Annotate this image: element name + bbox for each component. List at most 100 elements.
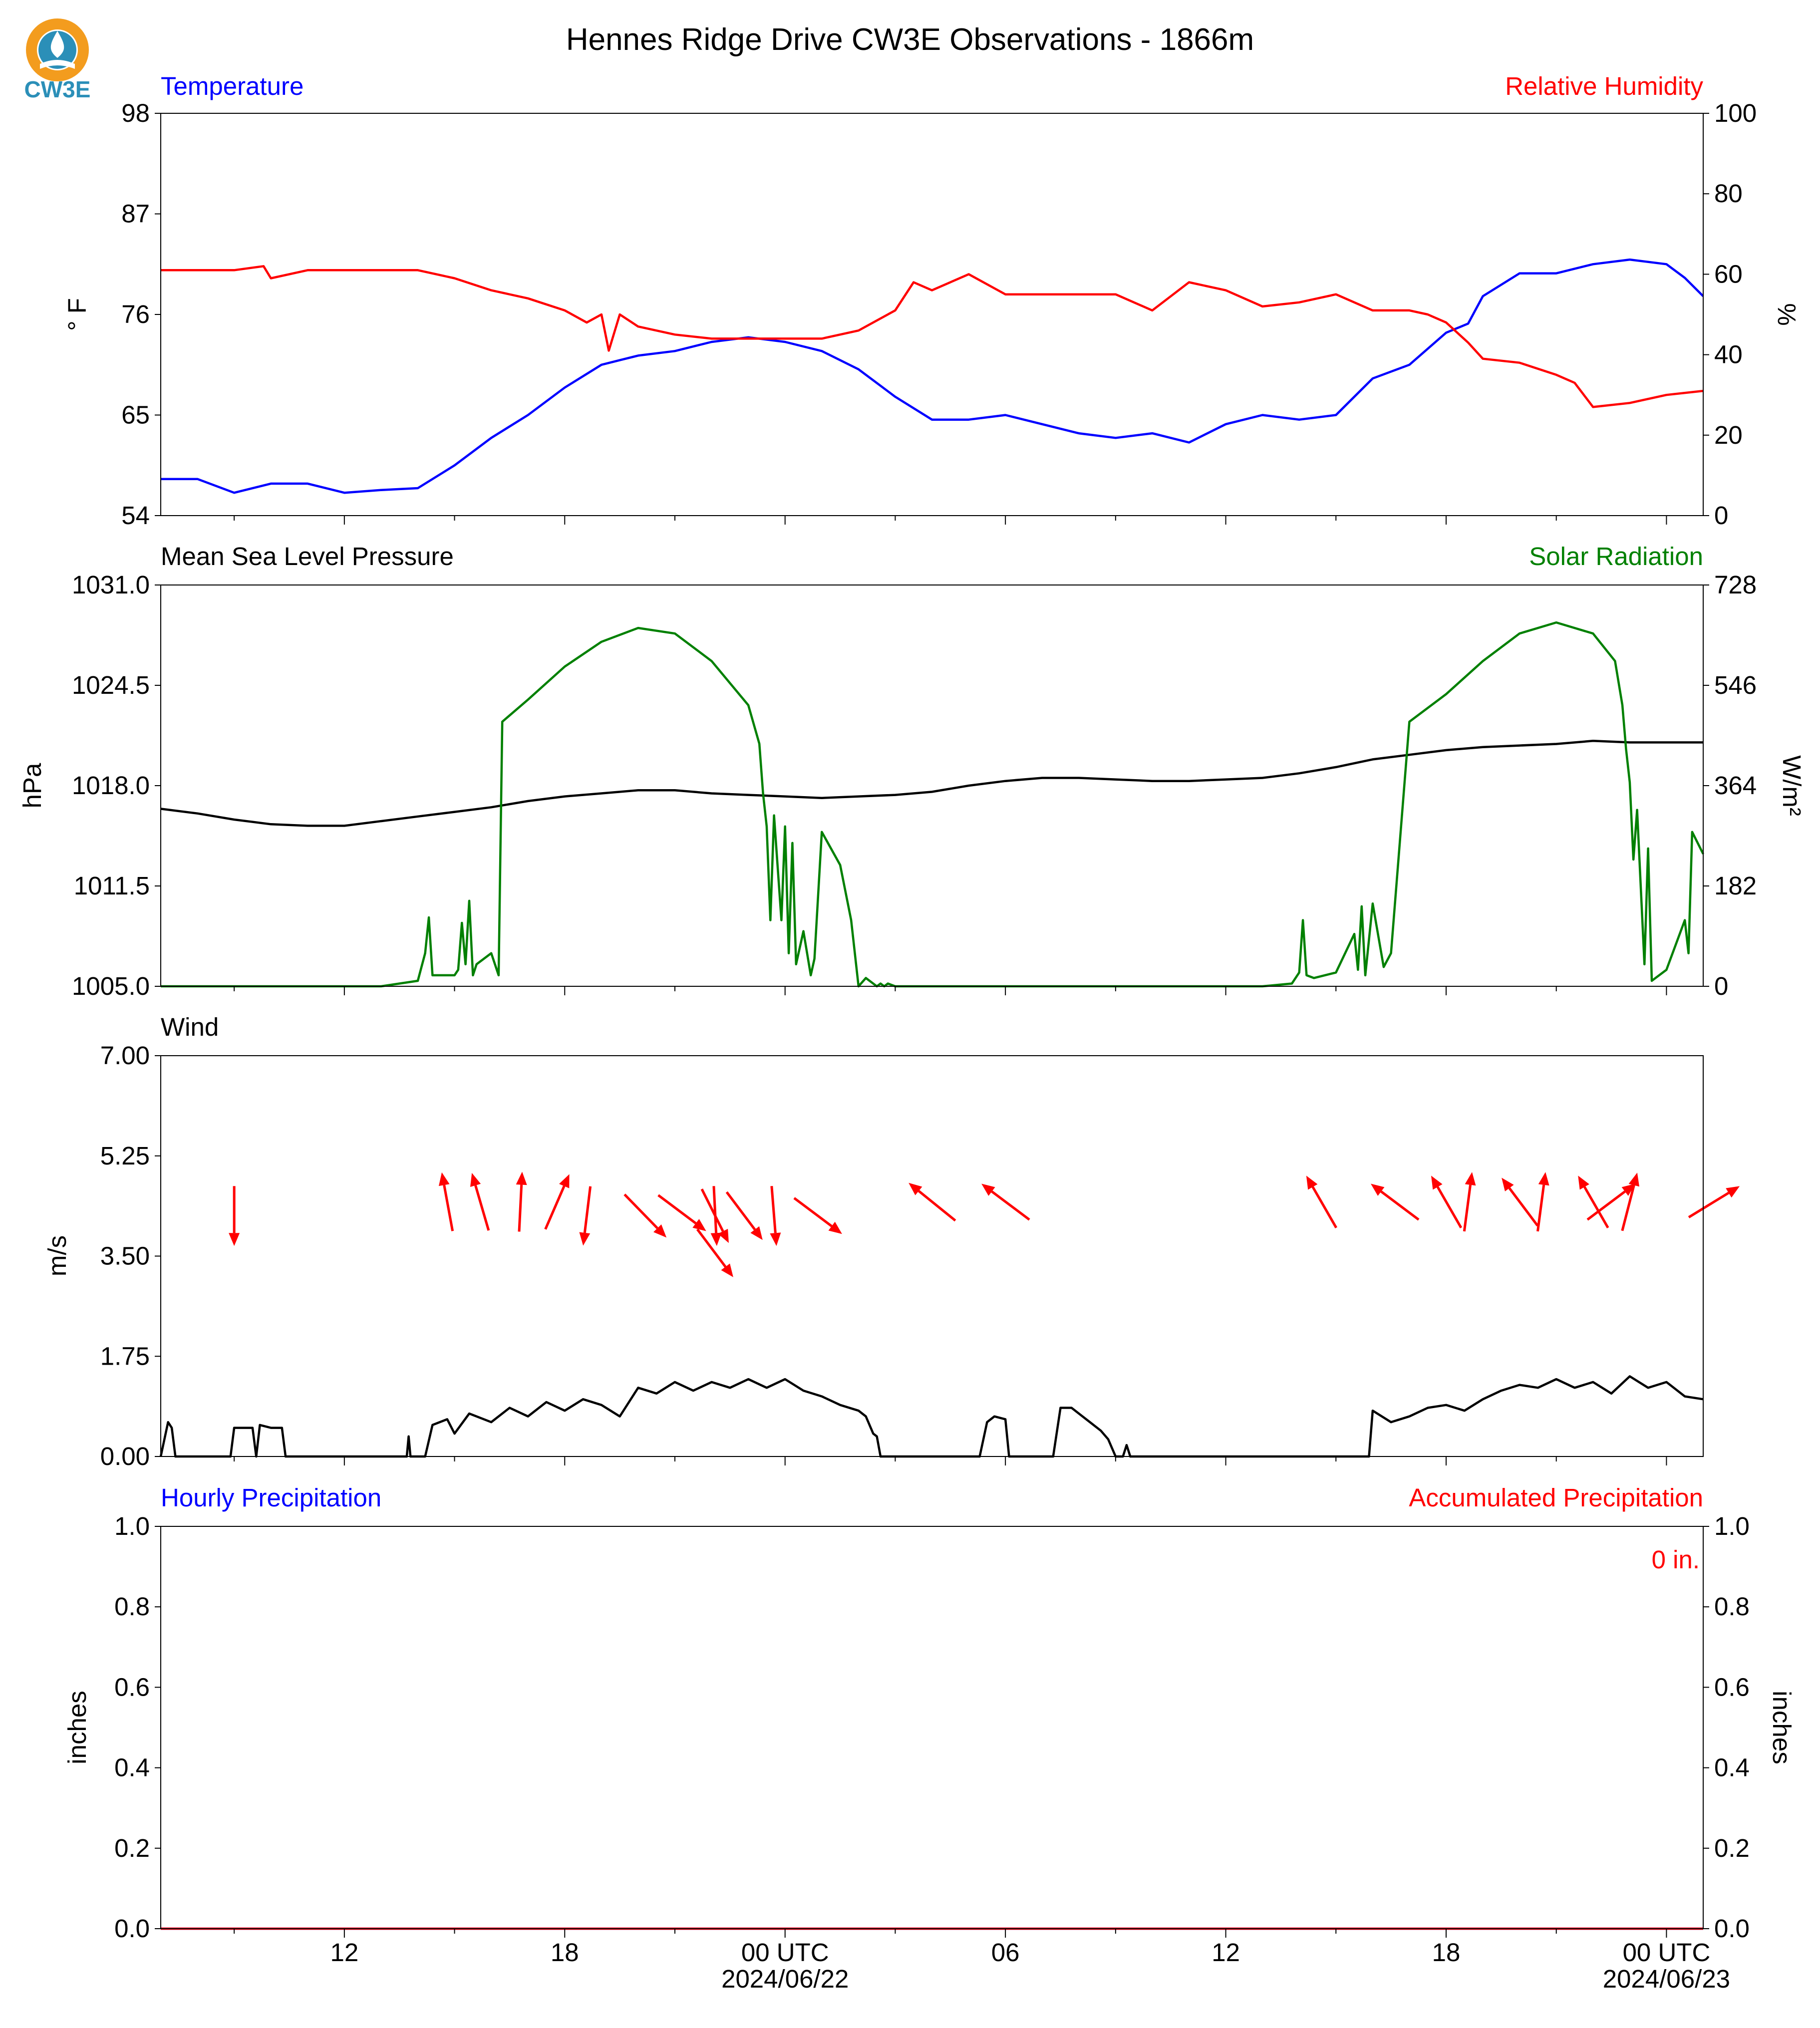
- y-tick-label-right: 182: [1714, 871, 1757, 900]
- wind-arrow: [696, 1228, 733, 1277]
- humidity-label: Relative Humidity: [1505, 72, 1703, 100]
- y-tick-label-right: 80: [1714, 179, 1743, 208]
- y-tick-label-left: 7.00: [100, 1041, 150, 1070]
- x-tick-label: 18: [1432, 1938, 1461, 1967]
- y-axis-label-left: ° F: [63, 298, 91, 331]
- wind-arrow: [1536, 1172, 1549, 1232]
- y-tick-label-right: 0.2: [1714, 1834, 1750, 1862]
- wind-arrow: [657, 1194, 706, 1231]
- wind-arrow: [1578, 1175, 1609, 1228]
- y-tick-label-left: 1.75: [100, 1342, 150, 1370]
- wind-arrow: [710, 1186, 722, 1246]
- y-tick-label-right: 60: [1714, 260, 1743, 288]
- y-tick-label-right: 100: [1714, 99, 1757, 127]
- y-tick-label-right: 20: [1714, 421, 1743, 449]
- mean-sea-level-pressure-series-line: [160, 740, 1703, 827]
- panel-temperature-humidity: Temperature Relative Humidity 54 65 76 87 98…: [63, 72, 1801, 530]
- y-tick-label-right: 40: [1714, 340, 1743, 369]
- y-tick-label-left: 1024.5: [72, 671, 150, 699]
- solar-label: Solar Radiation: [1529, 542, 1703, 571]
- y-tick-label-right: 0.8: [1714, 1592, 1750, 1621]
- wind-arrow: [1621, 1172, 1640, 1231]
- wind-series-line: [159, 1375, 1704, 1458]
- panel-wind: Wind 0.00 1.75 3.50 5.25 7.00 m/s: [43, 1013, 1740, 1470]
- y-tick-label-left: 1031.0: [72, 571, 150, 599]
- y-axis-label-right: %: [1773, 303, 1801, 325]
- y-axis-label-left: hPa: [18, 763, 46, 808]
- wind-label: Wind: [161, 1013, 219, 1041]
- x-tick-label: 06: [991, 1938, 1020, 1967]
- y-tick-label-right: 0: [1714, 501, 1728, 530]
- y-tick-label-left: 1018.0: [72, 771, 150, 800]
- y-tick-label-left: 54: [121, 501, 150, 530]
- y-tick-label-left: 0.4: [114, 1753, 150, 1782]
- wind-arrow: [438, 1172, 454, 1231]
- cw3e-logo: CW3E: [24, 18, 91, 102]
- wind-arrow: [1306, 1175, 1338, 1228]
- y-tick-label-left: 76: [121, 300, 150, 328]
- wind-arrow: [1371, 1183, 1420, 1221]
- wind-arrow: [470, 1172, 490, 1231]
- pressure-label: Mean Sea Level Pressure: [161, 542, 454, 571]
- y-tick-label-right: 0.6: [1714, 1673, 1750, 1701]
- solar-radiation-series-line: [161, 621, 1705, 988]
- wind-arrow: [579, 1186, 592, 1246]
- hourly-precip-label: Hourly Precipitation: [161, 1483, 381, 1512]
- x-date-label: 2024/06/22: [721, 1965, 849, 1993]
- wind-arrow: [725, 1191, 763, 1240]
- y-tick-label-right: 546: [1714, 671, 1757, 699]
- y-tick-label-right: 0.0: [1714, 1914, 1750, 1943]
- y-tick-label-left: 0.6: [114, 1673, 150, 1701]
- wind-arrow: [981, 1183, 1030, 1221]
- wind-arrow: [623, 1193, 667, 1238]
- wind-arrow: [793, 1197, 842, 1234]
- y-tick-label-left: 0.8: [114, 1592, 150, 1621]
- y-tick-label-left: 65: [121, 401, 150, 429]
- y-tick-label-right: 1.0: [1714, 1512, 1750, 1540]
- y-axis-label-left: m/s: [43, 1235, 71, 1276]
- y-tick-label-left: 0.00: [100, 1442, 150, 1470]
- wind-arrow: [1431, 1175, 1463, 1228]
- wind-arrow: [1463, 1172, 1476, 1232]
- logo-text: CW3E: [24, 76, 91, 102]
- y-tick-label-left: 0.0: [114, 1914, 150, 1943]
- wind-arrow: [544, 1174, 570, 1230]
- y-tick-label-left: 98: [121, 99, 150, 127]
- y-axis-label-right: W/m²: [1778, 755, 1806, 816]
- wind-arrow: [700, 1188, 729, 1243]
- y-tick-label-left: 87: [121, 200, 150, 228]
- y-tick-label-left: 1005.0: [72, 972, 150, 1000]
- x-date-label: 2024/06/23: [1603, 1965, 1730, 1993]
- x-tick-label: 12: [1212, 1938, 1240, 1967]
- accum-precip-label: Accumulated Precipitation: [1409, 1483, 1703, 1512]
- temperature-series-line: [161, 258, 1704, 494]
- panel-pressure-solar: Mean Sea Level Pressure Solar Radiation …: [18, 542, 1806, 1000]
- wind-arrow: [1586, 1183, 1636, 1221]
- y-axis-label-left: inches: [63, 1691, 91, 1764]
- y-tick-label-right: 728: [1714, 571, 1757, 599]
- y-tick-label-left: 0.2: [114, 1834, 150, 1862]
- y-tick-label-left: 1011.5: [74, 871, 150, 900]
- wind-arrow: [909, 1182, 956, 1222]
- wind-arrow: [1502, 1177, 1539, 1227]
- y-tick-label-right: 364: [1714, 771, 1757, 800]
- y-tick-label-left: 5.25: [100, 1142, 150, 1170]
- y-tick-label-right: 0: [1714, 972, 1728, 1000]
- x-tick-label: 00 UTC: [1623, 1938, 1711, 1967]
- x-tick-label: 12: [330, 1938, 358, 1967]
- y-tick-label-right: 0.4: [1714, 1753, 1750, 1782]
- figure-title: Hennes Ridge Drive CW3E Observations - 1…: [566, 22, 1254, 57]
- wind-arrow: [770, 1186, 781, 1246]
- temperature-label: Temperature: [161, 72, 303, 100]
- x-tick-label: 00 UTC: [741, 1938, 829, 1967]
- wind-arrow: [229, 1186, 240, 1246]
- precip-total-label: 0 in.: [1652, 1545, 1700, 1574]
- plot-frame: [160, 1526, 1704, 1929]
- panel-precipitation: Hourly Precipitation Accumulated Precipi…: [63, 1483, 1796, 1943]
- y-axis-label-right: inches: [1768, 1691, 1796, 1764]
- y-tick-label-left: 1.0: [114, 1512, 150, 1540]
- y-tick-label-left: 3.50: [100, 1242, 150, 1270]
- wind-arrow: [1688, 1186, 1740, 1218]
